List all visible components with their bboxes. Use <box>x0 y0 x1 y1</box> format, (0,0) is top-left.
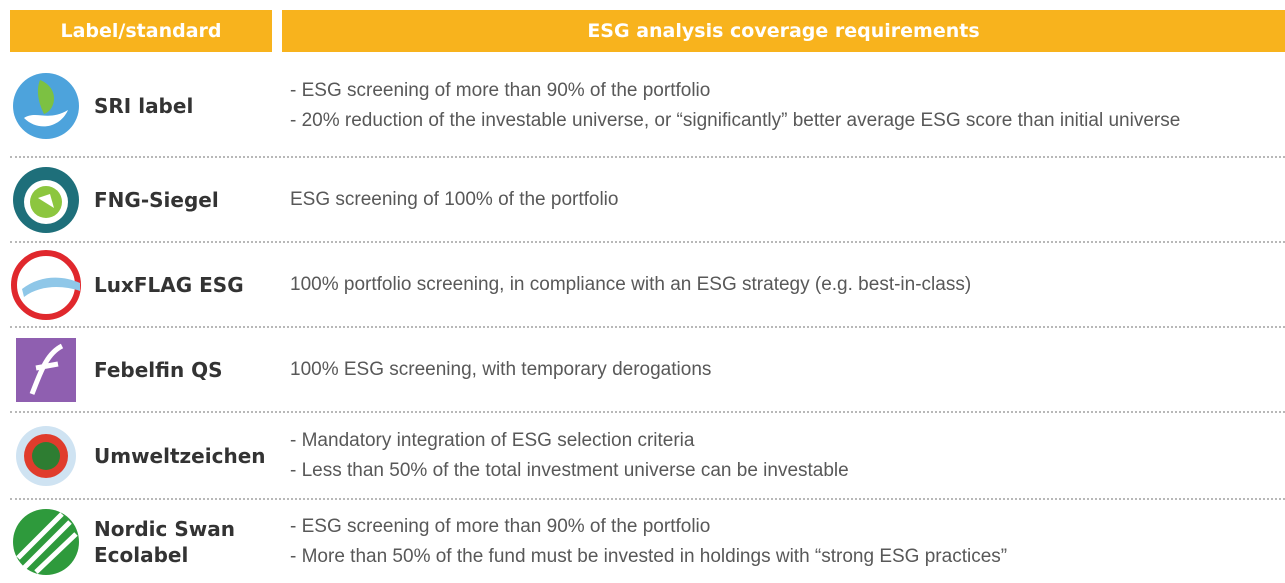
label-cell: SRI label <box>10 55 282 156</box>
requirement: ESG screening of 100% of the portfolio <box>290 188 619 210</box>
table-row: FNG-Siegel ESG screening of 100% of the p… <box>10 158 1285 243</box>
requirement: - Mandatory integration of ESG selection… <box>290 429 695 451</box>
requirement: - Less than 50% of the total investment … <box>290 459 849 481</box>
header-cell: ESG analysis coverage requirements <box>282 10 1285 52</box>
label-name: Umweltzeichen <box>94 443 266 468</box>
table-row: SRI label - ESG screening of more than 90… <box>10 55 1285 158</box>
label-logo <box>16 425 76 486</box>
label-cell: Febelfin QS <box>10 328 282 411</box>
header-cell: Label/standard <box>10 10 272 52</box>
requirements-cell: - ESG screening of more than 90% of the … <box>282 55 1285 156</box>
label-name: LuxFLAG ESG <box>94 272 244 297</box>
label-name: SRI label <box>94 93 194 118</box>
label-logo <box>13 72 79 139</box>
label-name: Febelfin QS <box>94 357 223 382</box>
label-logo <box>16 337 76 402</box>
label-logo <box>11 249 81 320</box>
table-row: LuxFLAG ESG 100% portfolio screening, in … <box>10 243 1285 328</box>
requirement: - More than 50% of the fund must be inve… <box>290 545 1008 567</box>
requirements-cell: - Mandatory integration of ESG selection… <box>282 413 1285 498</box>
requirement: - ESG screening of more than 90% of the … <box>290 79 711 101</box>
label-cell: FNG-Siegel <box>10 158 282 241</box>
label-name: FNG-Siegel <box>94 187 219 212</box>
requirement: - 20% reduction of the investable univer… <box>290 109 1181 131</box>
label-cell: Umweltzeichen <box>10 413 282 498</box>
requirements-cell: 100% ESG screening, with temporary derog… <box>282 328 1285 411</box>
requirements-cell: ESG screening of 100% of the portfolio <box>282 158 1285 241</box>
requirement: 100% portfolio screening, in compliance … <box>290 273 972 295</box>
table-row: Umweltzeichen - Mandatory integration of … <box>10 413 1285 500</box>
requirements-cell: 100% portfolio screening, in compliance … <box>282 243 1285 326</box>
table-row: Nordic Swan Ecolabel - ESG screening of m… <box>10 500 1285 583</box>
table-row: Febelfin QS 100% ESG screening, with temp… <box>10 328 1285 413</box>
label-name: Nordic Swan Ecolabel <box>94 516 235 567</box>
label-logo <box>13 166 79 233</box>
label-cell: Nordic Swan Ecolabel <box>10 500 282 583</box>
label-cell: LuxFLAG ESG <box>10 243 282 326</box>
requirement: - ESG screening of more than 90% of the … <box>290 515 711 537</box>
requirement: 100% ESG screening, with temporary derog… <box>290 358 712 380</box>
label-logo <box>13 508 79 575</box>
requirements-cell: - ESG screening of more than 90% of the … <box>282 500 1285 583</box>
